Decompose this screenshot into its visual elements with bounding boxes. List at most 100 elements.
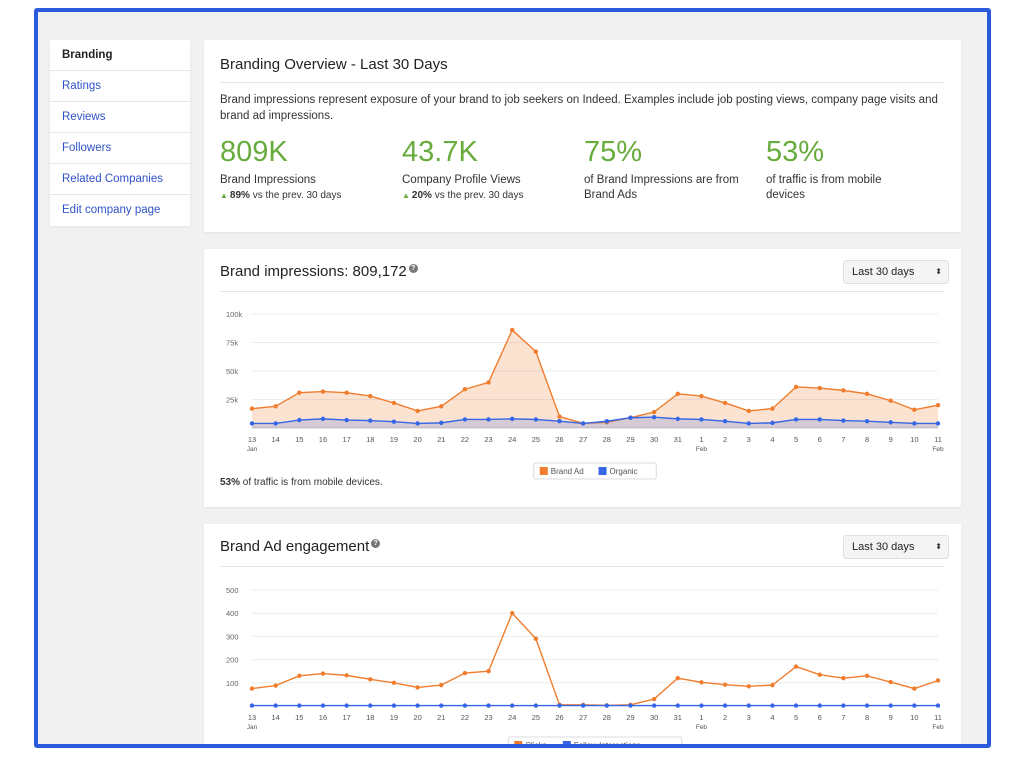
x-tick-label: 29 <box>626 435 634 444</box>
mobile-traffic-note: 53% of traffic is from mobile devices. <box>220 477 383 488</box>
data-point <box>510 611 515 616</box>
data-point <box>368 677 373 682</box>
x-tick-label: 24 <box>508 435 516 444</box>
data-point <box>297 673 302 679</box>
data-point <box>699 417 704 422</box>
data-point <box>439 682 444 688</box>
data-point <box>249 406 255 411</box>
y-tick-label: 100 <box>226 679 239 688</box>
data-point <box>722 400 728 406</box>
x-tick-label: 31 <box>674 435 682 444</box>
x-tick-label: 3 <box>747 713 751 722</box>
data-point <box>249 703 255 708</box>
x-tick-label: 11 <box>934 435 942 444</box>
x-tick-label: 13 <box>248 713 256 722</box>
data-point <box>533 349 539 354</box>
engagement-range-select[interactable]: Last 30 days ⬍ <box>843 535 949 559</box>
select-arrows-icon: ⬍ <box>935 267 942 276</box>
y-tick-label: 500 <box>226 586 239 595</box>
data-point <box>817 385 822 391</box>
x-tick-label: 29 <box>626 713 634 722</box>
metric-brand-ads-share: 75% of Brand Impressions are from Brand … <box>584 136 754 203</box>
data-point <box>344 417 349 423</box>
data-point <box>320 389 326 394</box>
data-point <box>675 416 680 422</box>
x-tick-label: 2 <box>723 435 727 444</box>
overview-description: Brand impressions represent exposure of … <box>220 94 938 122</box>
x-tick-label: 5 <box>794 713 798 722</box>
data-point <box>344 673 349 678</box>
data-point <box>864 418 870 424</box>
x-tick-label: 4 <box>770 435 774 444</box>
sidebar-item-related-companies[interactable]: Related Companies <box>50 164 190 195</box>
metric-brand-impressions: 809K Brand Impressions ▲ 89% vs the prev.… <box>220 136 400 201</box>
data-point <box>864 703 870 708</box>
x-tick-label: 15 <box>295 435 303 444</box>
data-point <box>699 393 704 399</box>
y-tick-label: 25k <box>226 396 238 405</box>
impressions-range-select[interactable]: Last 30 days ⬍ <box>843 260 949 284</box>
x-tick-label: 24 <box>508 713 516 722</box>
data-point <box>391 419 397 424</box>
help-icon[interactable]: ? <box>408 264 418 273</box>
data-point <box>249 686 255 691</box>
y-tick-label: 50k <box>226 367 238 376</box>
engagement-title: Brand Ad engagement? <box>220 538 381 555</box>
data-point <box>912 421 917 426</box>
data-point <box>675 703 680 708</box>
data-point <box>935 678 941 683</box>
x-tick-label: 7 <box>841 713 845 722</box>
data-point <box>320 671 326 676</box>
x-tick-label: 8 <box>865 435 869 444</box>
sidebar-nav: Branding Ratings Reviews Followers Relat… <box>50 40 190 226</box>
brand-ad-engagement-card: Brand Ad engagement? Last 30 days ⬍ 100 20… <box>204 524 961 748</box>
help-icon[interactable]: ? <box>371 539 381 548</box>
sidebar-item-reviews[interactable]: Reviews <box>50 102 190 133</box>
select-value: Last 30 days <box>852 266 915 278</box>
data-point <box>297 390 302 395</box>
legend-box <box>533 462 657 480</box>
divider <box>220 291 945 292</box>
data-point <box>462 417 468 422</box>
sidebar-item-edit-company-page[interactable]: Edit company page <box>62 204 161 216</box>
data-point <box>533 703 539 708</box>
data-point <box>888 420 893 425</box>
data-point <box>249 421 255 426</box>
note-text: of traffic is from mobile devices. <box>240 477 383 488</box>
data-point <box>935 421 941 426</box>
x-tick-sublabel: Feb <box>932 724 944 731</box>
sidebar-item-ratings[interactable]: Ratings <box>50 71 190 102</box>
data-point <box>651 414 657 420</box>
data-point <box>793 417 799 422</box>
x-tick-label: 6 <box>818 713 822 722</box>
data-point <box>746 421 751 426</box>
metric-value: 43.7K <box>402 136 478 168</box>
x-tick-label: 11 <box>934 713 942 722</box>
metric-change-text: vs the prev. 30 days <box>252 190 342 201</box>
data-point <box>770 703 775 708</box>
app-frame: Branding Ratings Reviews Followers Relat… <box>34 8 991 748</box>
data-point <box>415 421 420 426</box>
data-point <box>722 703 728 708</box>
data-point <box>486 703 491 708</box>
series-line-organic <box>252 416 938 425</box>
data-point <box>557 414 562 419</box>
data-point <box>510 703 515 708</box>
x-tick-sublabel: Jan <box>247 446 258 453</box>
x-tick-label: 23 <box>484 713 492 722</box>
data-point <box>864 391 870 396</box>
impressions-title: Brand impressions: 809,172? <box>220 263 418 280</box>
data-point <box>439 404 444 409</box>
series-area-brand-ad <box>252 329 938 428</box>
sidebar-item-followers[interactable]: Followers <box>50 133 190 164</box>
data-point <box>462 387 468 392</box>
data-point <box>935 403 941 408</box>
x-tick-label: 10 <box>910 713 918 722</box>
legend-label: Follow Interactions <box>574 741 641 748</box>
x-tick-label: 9 <box>889 713 893 722</box>
data-point <box>675 675 680 681</box>
sidebar-item-branding[interactable]: Branding <box>50 40 190 71</box>
x-tick-label: 16 <box>319 713 327 722</box>
